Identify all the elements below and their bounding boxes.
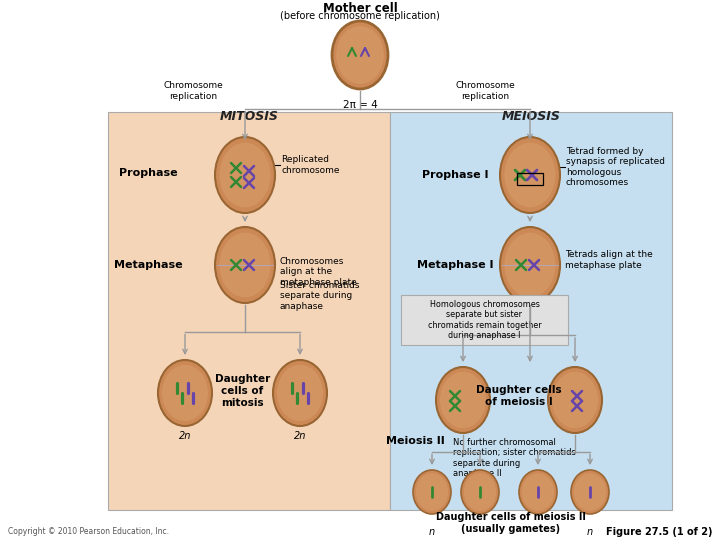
Text: Mother cell: Mother cell xyxy=(323,2,397,15)
Text: Chromosome
replication: Chromosome replication xyxy=(163,82,223,100)
Text: n: n xyxy=(587,527,593,537)
Ellipse shape xyxy=(464,473,496,511)
Ellipse shape xyxy=(552,372,598,428)
Ellipse shape xyxy=(505,233,556,298)
Ellipse shape xyxy=(215,137,275,213)
Ellipse shape xyxy=(519,470,557,514)
Ellipse shape xyxy=(332,21,388,89)
Text: MITOSIS: MITOSIS xyxy=(220,111,279,124)
Ellipse shape xyxy=(413,470,451,514)
Ellipse shape xyxy=(461,470,499,514)
Ellipse shape xyxy=(574,473,606,511)
Ellipse shape xyxy=(436,367,490,433)
Ellipse shape xyxy=(336,26,384,84)
Text: Sister chromatids
separate during
anaphase: Sister chromatids separate during anapha… xyxy=(280,281,359,311)
Ellipse shape xyxy=(277,365,323,421)
Text: MEIOSIS: MEIOSIS xyxy=(502,111,560,124)
Text: Prophase: Prophase xyxy=(119,168,177,178)
Ellipse shape xyxy=(440,372,486,428)
Text: 2n: 2n xyxy=(179,431,192,441)
Ellipse shape xyxy=(416,473,448,511)
Text: Tetrad formed by
synapsis of replicated
homologous
chromosomes: Tetrad formed by synapsis of replicated … xyxy=(566,147,665,187)
Text: Daughter
cells of
mitosis: Daughter cells of mitosis xyxy=(215,374,270,408)
Ellipse shape xyxy=(220,233,271,298)
FancyBboxPatch shape xyxy=(401,295,568,345)
Text: Daughter cells
of meiosis I: Daughter cells of meiosis I xyxy=(476,385,562,407)
Text: Replicated
chromosome: Replicated chromosome xyxy=(281,156,340,175)
Ellipse shape xyxy=(162,365,208,421)
Text: Metaphase I: Metaphase I xyxy=(417,260,493,270)
Text: No further chromosomal
replication; sister chromatids
separate during
anaphase I: No further chromosomal replication; sist… xyxy=(453,438,576,478)
Text: Tetrads align at the
metaphase plate: Tetrads align at the metaphase plate xyxy=(565,251,653,269)
Ellipse shape xyxy=(500,227,560,303)
Ellipse shape xyxy=(215,227,275,303)
Text: 2n: 2n xyxy=(294,431,306,441)
Text: 2π = 4: 2π = 4 xyxy=(343,100,377,110)
Text: n: n xyxy=(429,527,435,537)
Bar xyxy=(390,112,672,510)
Text: Daughter cells of meiosis II
(usually gametes): Daughter cells of meiosis II (usually ga… xyxy=(436,512,586,534)
Bar xyxy=(108,112,390,510)
Ellipse shape xyxy=(522,473,554,511)
Ellipse shape xyxy=(500,137,560,213)
Text: Metaphase: Metaphase xyxy=(114,260,182,270)
Text: (before chromosome replication): (before chromosome replication) xyxy=(280,11,440,21)
Text: Figure 27.5 (1 of 2): Figure 27.5 (1 of 2) xyxy=(606,527,712,537)
Ellipse shape xyxy=(273,360,327,426)
Ellipse shape xyxy=(548,367,602,433)
Text: Chromosomes
align at the
metaphase plate: Chromosomes align at the metaphase plate xyxy=(280,257,356,287)
Bar xyxy=(517,173,543,185)
Ellipse shape xyxy=(220,143,271,207)
Text: Homologous chromosomes
separate but sister
chromatids remain together
during ana: Homologous chromosomes separate but sist… xyxy=(428,300,541,340)
Text: Meiosis II: Meiosis II xyxy=(386,436,444,446)
Text: Chromosome
replication: Chromosome replication xyxy=(455,82,515,100)
Ellipse shape xyxy=(571,470,609,514)
Ellipse shape xyxy=(158,360,212,426)
Text: Prophase I: Prophase I xyxy=(422,170,488,180)
Ellipse shape xyxy=(505,143,556,207)
Text: Copyright © 2010 Pearson Education, Inc.: Copyright © 2010 Pearson Education, Inc. xyxy=(8,528,169,537)
